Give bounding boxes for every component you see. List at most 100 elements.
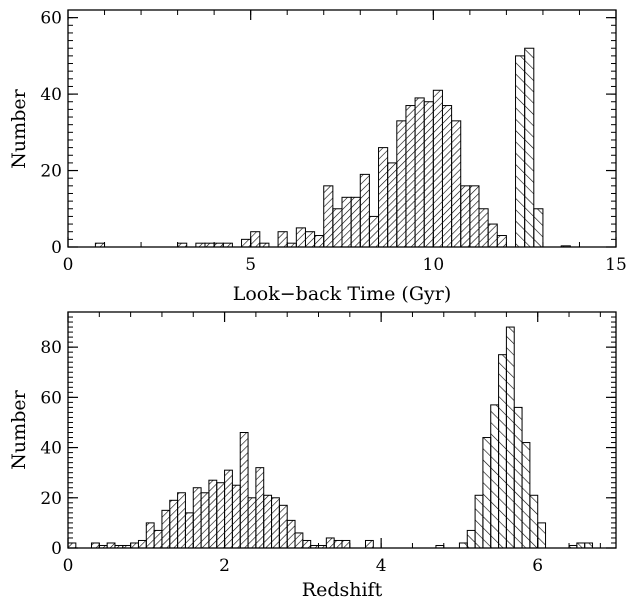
histogram-bar-redshift-s1-3	[98, 544, 108, 549]
y-tick-label-redshift: 0	[51, 539, 62, 559]
histogram-bar-redshift-s2-5	[482, 437, 492, 549]
x-axis-label-redshift: Redshift	[302, 579, 383, 599]
histogram-bar-lookback-s1-3	[195, 242, 206, 248]
histogram-bar-redshift-s1-28	[294, 532, 304, 549]
histogram-bar-lookback-s1-32	[478, 208, 489, 248]
histogram-bar-redshift-s1-7	[130, 542, 139, 549]
histogram-bar-lookback-s1-29	[451, 120, 462, 248]
histogram-bar-redshift-s2-8	[505, 326, 515, 549]
panel-lookback-time: 0 5 10 15 0 20 40 60 Look−back Time (Gyr) Numbe…	[8, 9, 627, 305]
histogram-bar-lookback-s1-25	[414, 97, 425, 248]
histogram-bar-lookback-s1-8	[250, 231, 261, 248]
y-axis-label-redshift: Number	[8, 389, 30, 469]
histogram-bar-lookback-s1-20	[368, 215, 380, 248]
histogram-bar-redshift-s1-21	[239, 432, 249, 549]
histogram-bar-redshift-s1-20	[231, 484, 241, 549]
histogram-bar-lookback-s1-17	[341, 196, 352, 248]
histogram-bar-lookback-s1-7	[241, 238, 252, 248]
histogram-bar-redshift-s2-6	[490, 404, 500, 549]
histogram-bar-redshift-s1-4	[106, 542, 116, 549]
x-tick-label-redshift: 2	[219, 556, 230, 576]
histogram-bar-lookback-s1-4	[204, 242, 215, 248]
y-tick-label-redshift: 80	[40, 338, 62, 358]
x-tick-label-lookback: 0	[63, 255, 74, 275]
histogram-bar-lookback-s2-1	[515, 55, 526, 248]
histogram-bar-lookback-s1-6	[222, 242, 233, 248]
histogram-bar-redshift-s1-10	[153, 529, 163, 549]
histogram-bar-redshift-s2-3	[466, 529, 476, 549]
histogram-bar-lookback-s1-30	[460, 185, 471, 248]
x-tick-label-lookback: 10	[423, 255, 445, 275]
histogram-bar-lookback-s1-15	[323, 185, 334, 248]
histogram-bar-redshift-s2-15	[584, 542, 594, 549]
histogram-bar-redshift-s2-10	[521, 442, 531, 549]
histogram-bar-redshift-s1-24	[263, 494, 273, 549]
y-tick-label-lookback: 0	[51, 238, 62, 258]
histogram-bar-redshift-s1-27	[286, 519, 296, 549]
histogram-bar-redshift-s1-22	[247, 497, 257, 549]
histogram-bar-lookback-s1-16	[332, 208, 343, 248]
histogram-bar-lookback-s1-10	[277, 231, 288, 248]
histogram-bar-lookback-s1-33	[487, 223, 498, 248]
x-tick-label-redshift: 6	[532, 556, 543, 576]
histogram-bar-lookback-s1-34	[496, 235, 507, 248]
histogram-bar-redshift-s2-1	[435, 544, 445, 549]
histogram-bar-redshift-s1-13	[177, 492, 186, 549]
histogram-bar-lookback-s1-27	[432, 89, 443, 248]
x-tick-label-lookback: 15	[605, 255, 627, 275]
y-tick-label-lookback: 60	[40, 9, 62, 29]
histogram-bar-redshift-s2-9	[513, 406, 523, 549]
histogram-bar-lookback-s1-14	[314, 235, 325, 248]
histogram-bar-redshift-s1-30	[310, 544, 320, 549]
histogram-bar-lookback-s1-21	[378, 147, 389, 248]
y-tick-label-lookback: 40	[40, 85, 62, 105]
histogram-bar-lookback-s1-5	[213, 242, 224, 248]
histogram-bar-lookback-s1-12	[295, 227, 306, 248]
histogram-bar-lookback-s1-2	[177, 242, 188, 248]
ticks-lookback: 0 5 10 15 0 20 40 60	[40, 9, 626, 275]
histogram-bar-lookback-s1-13	[304, 231, 316, 248]
x-tick-label-lookback: 5	[245, 255, 256, 275]
histogram-bar-redshift-s1-35	[364, 539, 374, 549]
y-axis-label-lookback: Number	[8, 88, 30, 168]
histogram-bar-redshift-s1-11	[161, 509, 171, 549]
histogram-bar-redshift-s2-11	[529, 494, 539, 549]
x-axis-label-lookback: Look−back Time (Gyr)	[233, 283, 451, 305]
histogram-bar-lookback-s2-2	[524, 47, 535, 248]
histogram-bar-redshift-s1-1	[67, 542, 77, 549]
x-tick-label-redshift: 0	[63, 556, 74, 576]
histogram-bar-redshift-s2-14	[576, 542, 586, 549]
histogram-bar-redshift-s1-17	[208, 479, 218, 549]
histogram-bar-lookback-s1-24	[405, 105, 416, 248]
histogram-bar-redshift-s2-7	[498, 354, 507, 549]
histogram-bar-redshift-s2-4	[474, 494, 484, 549]
histogram-bar-redshift-s2-13	[568, 544, 578, 549]
histogram-bar-lookback-s1-22	[387, 162, 398, 248]
x-tick-label-redshift: 4	[376, 556, 387, 576]
histogram-bar-redshift-s1-2	[90, 542, 100, 549]
y-tick-label-redshift: 60	[40, 388, 62, 408]
histogram-bar-redshift-s1-26	[278, 504, 288, 549]
histogram-bar-redshift-s1-15	[192, 487, 202, 549]
histogram-bar-lookback-s1-19	[359, 173, 370, 248]
histogram-bar-lookback-s1-9	[259, 242, 270, 248]
histogram-bar-lookback-s1-31	[469, 185, 480, 248]
histogram-bar-lookback-s1-11	[286, 242, 297, 248]
y-tick-label-lookback: 20	[40, 162, 62, 182]
histogram-bar-redshift-s1-19	[224, 469, 233, 549]
y-tick-label-redshift: 40	[40, 439, 62, 459]
histogram-bar-redshift-s1-29	[302, 539, 312, 549]
histogram-bar-lookback-s2-3	[533, 208, 544, 248]
histogram-bar-lookback-s1-23	[396, 120, 407, 248]
histogram-bar-redshift-s1-18	[216, 482, 226, 549]
histogram-bar-redshift-s1-34	[341, 539, 351, 549]
histogram-bar-redshift-s1-5	[114, 544, 124, 549]
histogram-bar-lookback-s1-1	[94, 242, 106, 248]
bars-lookback	[94, 47, 571, 248]
histogram-bar-lookback-s2-4	[560, 245, 571, 248]
histogram-bar-redshift-s1-33	[333, 539, 343, 549]
bars-redshift	[67, 326, 594, 549]
